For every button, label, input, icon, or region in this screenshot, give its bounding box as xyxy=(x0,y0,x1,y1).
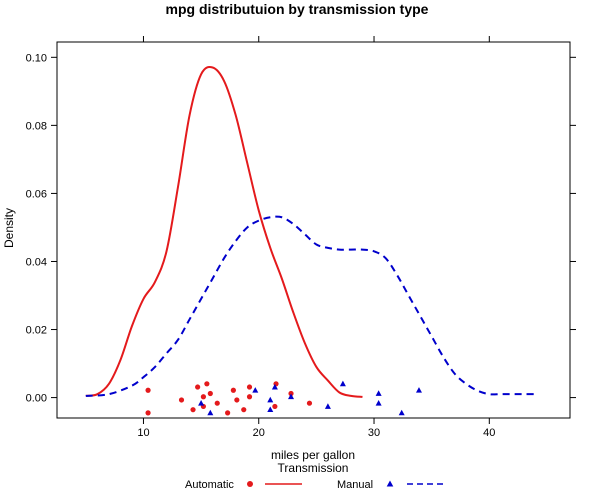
series-manual xyxy=(85,215,536,416)
legend-title: Transmission xyxy=(278,461,349,475)
y-tick-label: 0.02 xyxy=(26,325,47,337)
rug-point-manual xyxy=(339,380,346,387)
rug-point-automatic xyxy=(225,410,231,416)
x-tick-label: 30 xyxy=(368,427,380,439)
legend-marker-manual xyxy=(386,480,394,487)
y-axis-label: Density xyxy=(2,208,16,248)
rug-point-manual xyxy=(398,409,405,416)
density-line-automatic xyxy=(85,65,363,398)
plot-frame xyxy=(56,41,571,419)
plot-area xyxy=(85,65,536,416)
rug-point-manual xyxy=(375,400,382,406)
rug-point-automatic xyxy=(145,387,151,393)
rug-point-manual xyxy=(375,390,382,396)
legend-item-manual: Manual xyxy=(337,479,444,491)
y-tick-label: 0.08 xyxy=(26,120,47,132)
rug-point-manual xyxy=(198,400,205,406)
rug-point-automatic xyxy=(195,384,201,390)
rug-point-manual xyxy=(252,387,259,393)
rug-point-automatic xyxy=(200,394,207,400)
rug-point-automatic xyxy=(214,400,220,406)
y-tick-label: 0.00 xyxy=(26,393,47,405)
rug-point-automatic xyxy=(204,381,210,387)
legend-label-manual: Manual xyxy=(337,479,373,491)
rug-point-manual xyxy=(324,403,331,409)
rug-point-automatic xyxy=(246,394,253,400)
legend-label-automatic: Automatic xyxy=(185,479,234,491)
rug-point-automatic xyxy=(272,403,278,410)
rug-point-automatic xyxy=(246,384,253,390)
legend-marker-automatic xyxy=(247,481,253,487)
chart-title: mpg distributuion by transmission type xyxy=(166,1,429,17)
density-line-manual xyxy=(85,215,536,397)
y-tick-label: 0.04 xyxy=(26,256,47,268)
rug-point-automatic xyxy=(241,407,247,413)
rug-point-automatic xyxy=(178,397,185,403)
rug-point-automatic xyxy=(306,400,313,406)
y-axis-ticks: 0.00 0.02 0.04 0.06 0.08 0.10 xyxy=(26,52,576,405)
rug-point-manual xyxy=(267,406,274,413)
rug-point-automatic xyxy=(207,390,213,397)
x-tick-label: 20 xyxy=(253,427,265,439)
series-automatic xyxy=(85,65,363,416)
x-axis-label: miles per gallon xyxy=(271,448,355,462)
legend-item-automatic: Automatic xyxy=(185,479,302,491)
rug-point-manual xyxy=(288,393,295,400)
rug-point-manual xyxy=(271,383,278,390)
rug-point-automatic xyxy=(234,397,240,403)
rug-point-manual xyxy=(415,387,422,393)
rug-point-automatic xyxy=(288,390,294,397)
rug-point-automatic xyxy=(190,407,196,413)
x-tick-label: 10 xyxy=(137,427,149,439)
rug-point-manual xyxy=(207,409,214,416)
rug-point-automatic xyxy=(230,387,236,393)
x-axis-ticks: 10 20 30 40 xyxy=(137,36,495,439)
rug-point-manual xyxy=(267,396,274,403)
x-tick-label: 40 xyxy=(483,427,495,439)
y-tick-label: 0.10 xyxy=(26,52,47,64)
y-tick-label: 0.06 xyxy=(26,188,47,200)
rug-point-automatic xyxy=(145,410,151,416)
